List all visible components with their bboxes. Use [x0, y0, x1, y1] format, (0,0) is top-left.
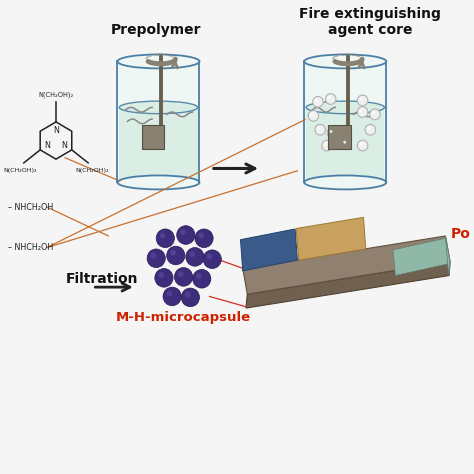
Circle shape — [196, 273, 202, 279]
Circle shape — [322, 140, 332, 151]
Circle shape — [370, 109, 380, 120]
Circle shape — [207, 254, 212, 259]
Circle shape — [372, 111, 375, 114]
Circle shape — [167, 246, 185, 265]
Circle shape — [329, 130, 332, 133]
Circle shape — [357, 107, 368, 118]
Polygon shape — [446, 236, 450, 275]
Circle shape — [315, 124, 326, 135]
Polygon shape — [304, 62, 386, 182]
Circle shape — [367, 127, 370, 130]
Circle shape — [317, 127, 320, 130]
Text: – NHCH₂OH: – NHCH₂OH — [8, 202, 54, 211]
Text: – NHCH₂OH: – NHCH₂OH — [8, 243, 54, 252]
Text: Prepolymer: Prepolymer — [111, 23, 201, 37]
Circle shape — [199, 233, 204, 238]
Polygon shape — [393, 238, 448, 275]
Circle shape — [360, 98, 363, 100]
Circle shape — [365, 124, 375, 135]
Polygon shape — [246, 262, 450, 308]
Text: Fire extinguishing
agent core: Fire extinguishing agent core — [300, 7, 441, 37]
Text: N: N — [62, 141, 68, 150]
Polygon shape — [119, 108, 198, 182]
Circle shape — [315, 99, 318, 102]
Ellipse shape — [118, 55, 200, 68]
Circle shape — [180, 229, 186, 235]
Circle shape — [326, 94, 336, 104]
Polygon shape — [328, 125, 351, 149]
Polygon shape — [118, 62, 200, 182]
Circle shape — [147, 249, 165, 268]
Circle shape — [310, 113, 313, 116]
Ellipse shape — [304, 175, 386, 190]
Text: Po: Po — [451, 227, 471, 241]
Circle shape — [160, 233, 165, 238]
Circle shape — [156, 229, 174, 247]
Ellipse shape — [306, 101, 384, 114]
Circle shape — [189, 251, 195, 257]
Text: N(CH₂OH)₂: N(CH₂OH)₂ — [75, 167, 109, 173]
Circle shape — [327, 128, 338, 138]
Circle shape — [158, 272, 164, 278]
Circle shape — [341, 138, 351, 149]
Polygon shape — [240, 229, 297, 271]
Circle shape — [357, 95, 368, 106]
Circle shape — [343, 141, 346, 144]
Circle shape — [181, 288, 200, 307]
Circle shape — [324, 143, 327, 146]
Circle shape — [328, 96, 331, 99]
Circle shape — [155, 269, 173, 287]
Circle shape — [170, 250, 176, 255]
Circle shape — [360, 143, 363, 146]
Circle shape — [185, 292, 191, 298]
Polygon shape — [243, 236, 450, 294]
Text: N: N — [45, 141, 50, 150]
Polygon shape — [306, 108, 384, 182]
Circle shape — [178, 271, 184, 277]
Circle shape — [151, 253, 156, 258]
Circle shape — [357, 140, 368, 151]
Text: Filtration: Filtration — [65, 272, 138, 286]
Circle shape — [308, 110, 319, 121]
Polygon shape — [142, 125, 164, 149]
Ellipse shape — [304, 55, 386, 68]
Circle shape — [203, 250, 221, 269]
Circle shape — [195, 229, 213, 247]
Polygon shape — [296, 218, 366, 260]
Circle shape — [174, 268, 192, 286]
Ellipse shape — [119, 101, 198, 114]
Circle shape — [163, 287, 181, 306]
Ellipse shape — [118, 175, 200, 190]
Text: N(CH₂OH)₂: N(CH₂OH)₂ — [3, 167, 36, 173]
Text: N(CH₂OH)₂: N(CH₂OH)₂ — [38, 91, 73, 98]
Text: N: N — [53, 126, 59, 135]
Circle shape — [360, 109, 363, 112]
Circle shape — [313, 97, 323, 107]
Circle shape — [166, 291, 173, 297]
Text: M-H-microcapsule: M-H-microcapsule — [116, 311, 251, 324]
Circle shape — [186, 247, 204, 266]
Circle shape — [192, 269, 211, 288]
Circle shape — [177, 226, 195, 244]
